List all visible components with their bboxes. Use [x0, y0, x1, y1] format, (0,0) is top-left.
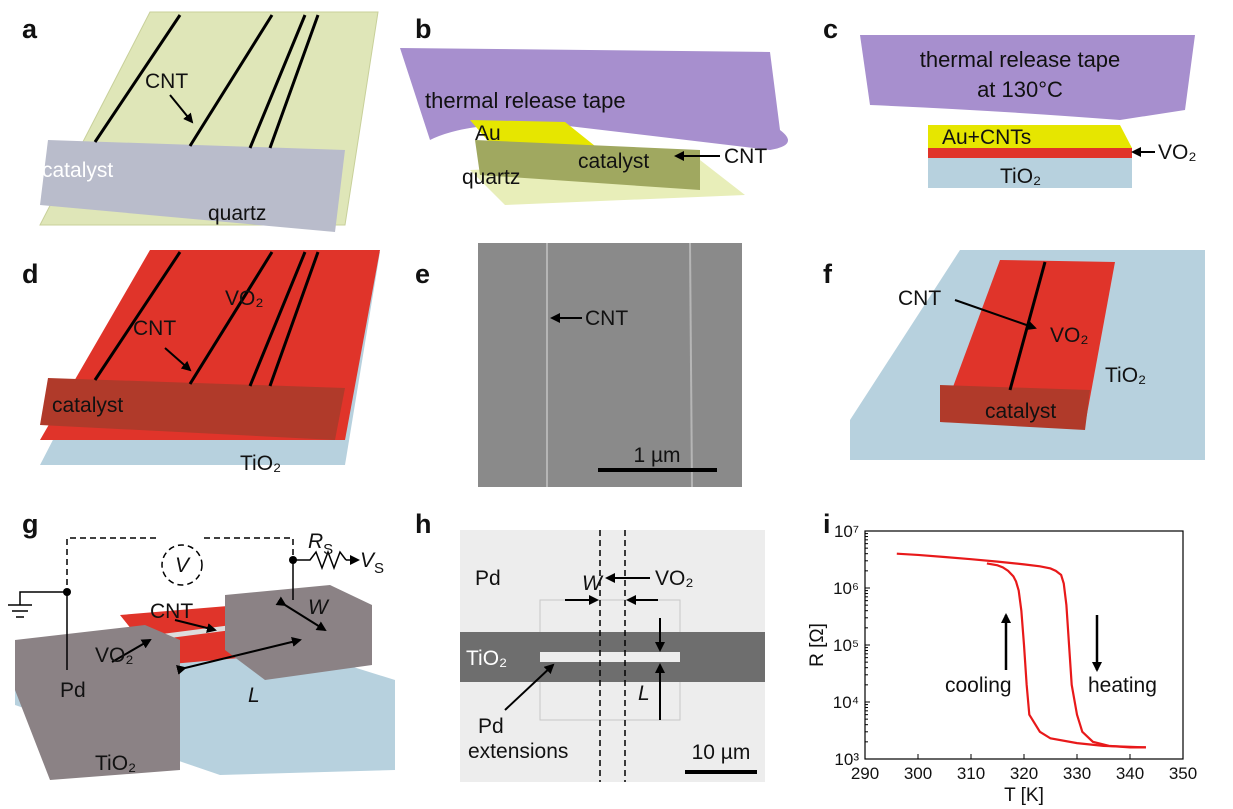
figure: a CNT catalyst quartz b thermal release …: [0, 0, 1233, 809]
label: VS: [360, 549, 384, 577]
label: W: [308, 596, 330, 619]
label: Pd: [478, 715, 504, 738]
label: TiO₂: [1105, 364, 1146, 387]
label: catalyst: [52, 394, 123, 417]
y-tick-label: 10⁵: [833, 636, 859, 655]
symbol: R: [308, 530, 323, 553]
x-tick-label: 330: [1063, 764, 1091, 783]
panel-letter: h: [415, 509, 432, 539]
scale-label: 1 µm: [633, 444, 680, 467]
panel-letter: b: [415, 14, 432, 44]
x-tick-label: 350: [1169, 764, 1197, 783]
label: V: [175, 554, 191, 577]
label: quartz: [462, 166, 520, 189]
label: L: [638, 682, 650, 705]
series-line: [987, 563, 1146, 747]
y-tick-label: 10³: [834, 750, 859, 769]
panel-b: [400, 48, 788, 205]
panel-letter: i: [823, 509, 831, 539]
label: VO₂: [1158, 141, 1197, 164]
panel-letter: g: [22, 509, 39, 539]
label: TiO₂: [240, 452, 281, 475]
label: Au: [475, 122, 501, 145]
x-tick-label: 320: [1010, 764, 1038, 783]
panel-letter: c: [823, 14, 838, 44]
panel-letter: e: [415, 259, 430, 289]
label: W: [582, 572, 604, 595]
label: Au+CNTs: [942, 126, 1031, 149]
y-tick-label: 10⁴: [833, 693, 859, 712]
y-tick-label: 10⁶: [833, 579, 859, 598]
panel-d: [40, 250, 380, 465]
scale-label: 10 µm: [692, 741, 751, 764]
series-line: [897, 554, 1146, 748]
panel-i-arrows: [1006, 615, 1097, 670]
label: VO₂: [655, 567, 694, 590]
x-tick-label: 310: [957, 764, 985, 783]
panel-f: [850, 250, 1205, 460]
label: CNT: [585, 307, 628, 330]
label: CNT: [145, 70, 188, 93]
label: VO₂: [1050, 324, 1089, 347]
label: L: [248, 684, 260, 707]
label: catalyst: [42, 159, 113, 182]
label: CNT: [724, 145, 767, 168]
label: at 130°C: [977, 77, 1063, 102]
annotation: heating: [1088, 674, 1157, 697]
label: CNT: [133, 317, 176, 340]
label: catalyst: [985, 400, 1056, 423]
label: catalyst: [578, 150, 649, 173]
x-axis-label: T [K]: [1004, 785, 1044, 806]
panel-letter: f: [823, 259, 833, 289]
y-axis-label: R [Ω]: [807, 623, 828, 667]
label: TiO₂: [95, 752, 136, 775]
label: VO₂: [225, 287, 264, 310]
subscript: S: [374, 560, 384, 577]
label: CNT: [150, 600, 193, 623]
panel-letter: a: [22, 14, 38, 44]
annotation: cooling: [945, 674, 1012, 697]
panel-g: [8, 538, 395, 780]
subscript: S: [323, 541, 333, 558]
label: RS: [308, 530, 333, 558]
x-tick-label: 340: [1116, 764, 1144, 783]
label: thermal release tape: [920, 47, 1121, 72]
label: extensions: [468, 740, 568, 763]
label: Pd: [60, 679, 86, 702]
label: thermal release tape: [425, 88, 626, 113]
panel-e: [478, 243, 742, 487]
panel-letter: d: [22, 259, 39, 289]
label: TiO₂: [1000, 165, 1041, 188]
label: VO₂: [95, 644, 134, 667]
label: CNT: [898, 287, 941, 310]
x-tick-label: 300: [904, 764, 932, 783]
panel-a: [40, 12, 378, 232]
y-tick-label: 10⁷: [834, 522, 859, 541]
label: Pd: [475, 567, 501, 590]
label: TiO₂: [466, 647, 507, 670]
label: quartz: [208, 202, 266, 225]
